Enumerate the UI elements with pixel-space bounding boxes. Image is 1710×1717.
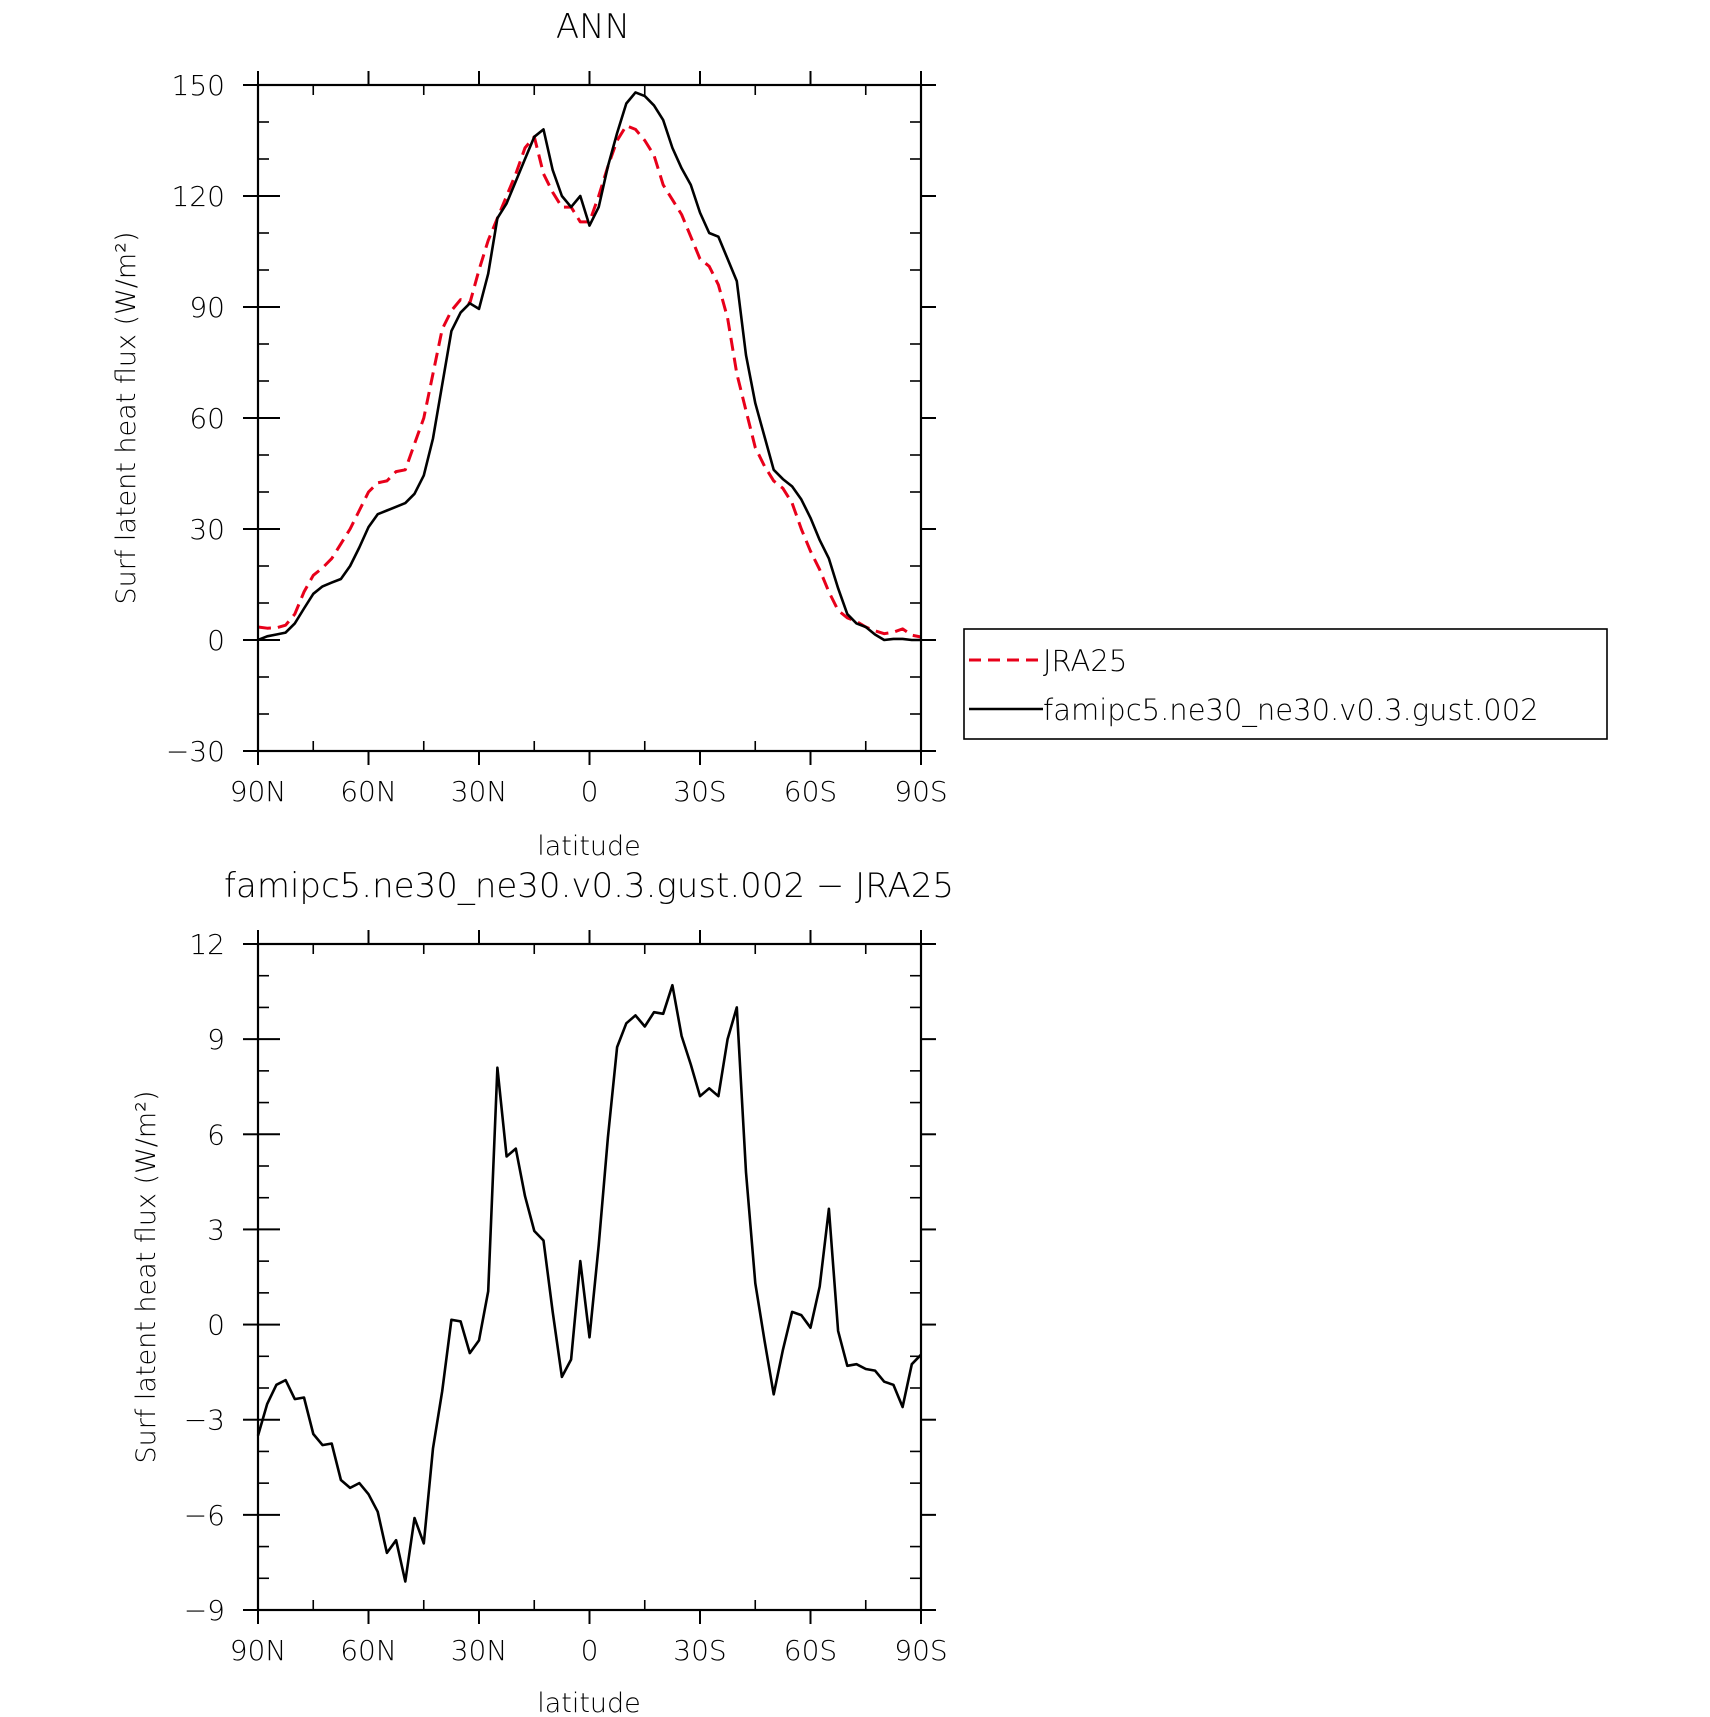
bottom-x-tick-label: 30S: [673, 1634, 726, 1667]
bottom-y-tick-label: 12: [189, 928, 225, 961]
top-x-tick-label: 60N: [340, 775, 397, 808]
top-x-axis-label: latitude: [537, 831, 641, 862]
top-chart-title: ANN: [556, 7, 630, 47]
top-series-line-0: [257, 124, 922, 639]
top-series-layer: [257, 91, 922, 642]
bottom-y-tick-label: 3: [207, 1213, 225, 1246]
top-x-tick-labels: 90N 60N 30N 0 30S 60S 90S: [230, 775, 948, 808]
top-x-tick-label: 90S: [894, 775, 947, 808]
difference-panel: famipc5.ne30_ne30.v0.3.gust.002 − JRA25 …: [131, 866, 954, 1717]
bottom-plot-frame: [256, 942, 923, 1612]
top-y-tick-label: 90: [189, 291, 225, 324]
top-x-tick-label: 0: [581, 775, 599, 808]
mean-flux-panel: ANN 90N 60N 30N 0 30S 60S 90S −30 0 30 60 90 120 150…: [111, 7, 948, 862]
bottom-y-tick-label: −3: [184, 1404, 225, 1437]
bottom-x-tick-label: 60N: [340, 1634, 397, 1667]
bottom-series-line-0: [256, 983, 922, 1583]
bottom-x-tick-label: 90S: [894, 1634, 947, 1667]
bottom-y-axis-label: Surf latent heat flux (W/m²): [131, 1090, 162, 1463]
bottom-y-tick-label: 9: [207, 1023, 225, 1056]
top-x-tick-label: 30S: [673, 775, 726, 808]
top-plot-frame: [256, 83, 923, 753]
top-series-line-1: [257, 91, 921, 642]
top-y-tick-label: 60: [189, 402, 225, 435]
top-y-tick-label: −30: [166, 735, 225, 768]
bottom-axis-ticks: [243, 930, 936, 1624]
top-x-tick-label: 90N: [230, 775, 287, 808]
bottom-y-tick-label: 0: [207, 1309, 225, 1342]
top-x-tick-label: 30N: [451, 775, 508, 808]
top-x-tick-label: 60S: [784, 775, 837, 808]
legend-label-jra25: JRA25: [1043, 644, 1127, 678]
bottom-x-tick-label: 60S: [784, 1634, 837, 1667]
bottom-x-tick-labels: 90N 60N 30N 0 30S 60S 90S: [230, 1634, 948, 1667]
bottom-y-tick-labels: −9 −6 −3 0 3 6 9 12: [184, 928, 225, 1627]
bottom-y-tick-label: 6: [207, 1118, 225, 1151]
bottom-y-tick-label: −6: [184, 1499, 225, 1532]
top-y-tick-label: 120: [172, 180, 225, 213]
top-y-tick-labels: −30 0 30 60 90 120 150: [166, 69, 225, 768]
legend-label-model: famipc5.ne30_ne30.v0.3.gust.002: [1043, 693, 1539, 728]
bottom-y-tick-label: −9: [184, 1594, 225, 1627]
top-y-tick-label: 30: [189, 513, 225, 546]
top-y-tick-label: 0: [207, 624, 225, 657]
top-y-tick-label: 150: [172, 69, 225, 102]
top-y-axis-label: Surf latent heat flux (W/m²): [111, 231, 142, 604]
bottom-x-tick-label: 90N: [230, 1634, 287, 1667]
bottom-series-layer: [256, 983, 922, 1583]
bottom-x-axis-label: latitude: [537, 1688, 641, 1717]
bottom-x-tick-label: 0: [581, 1634, 599, 1667]
legend-box: [963, 628, 1608, 740]
bottom-chart-title: famipc5.ne30_ne30.v0.3.gust.002 − JRA25: [224, 866, 954, 906]
top-axis-ticks: [243, 71, 936, 765]
legend: JRA25 famipc5.ne30_ne30.v0.3.gust.002: [963, 628, 1608, 740]
bottom-x-tick-label: 30N: [451, 1634, 508, 1667]
